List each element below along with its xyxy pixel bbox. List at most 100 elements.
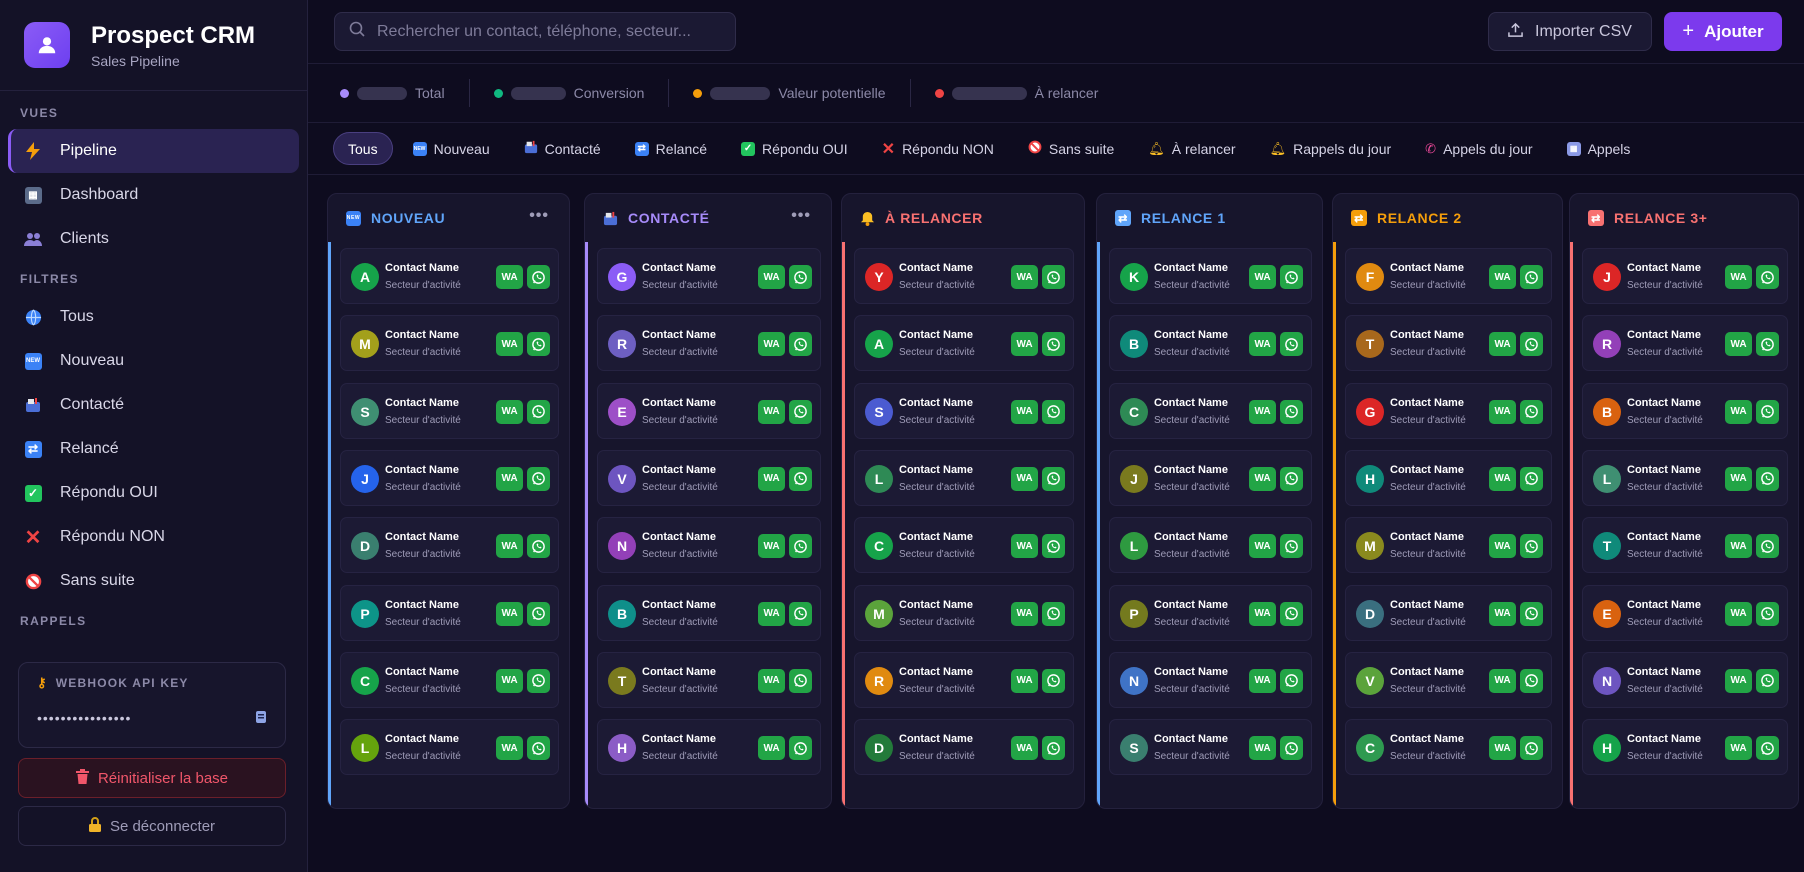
wa-button[interactable]: WA [1489, 668, 1516, 693]
wa-button[interactable]: WA [1249, 399, 1276, 424]
wa-button[interactable]: WA [496, 601, 523, 626]
contact-card[interactable]: L Contact Name Secteur d'activité WA [1582, 449, 1788, 506]
contact-card[interactable]: N Contact Name Secteur d'activité WA [1109, 651, 1312, 708]
wa-button[interactable]: WA [1725, 265, 1752, 289]
wa-button[interactable]: WA [1725, 534, 1752, 559]
contact-card[interactable]: E Contact Name Secteur d'activité WA [597, 382, 821, 439]
whatsapp-icon[interactable] [1280, 265, 1303, 289]
whatsapp-icon[interactable] [1280, 736, 1303, 761]
sidebar-item-relance[interactable]: ⇄ Relancé [8, 427, 299, 471]
sidebar-item-sans-suite[interactable]: Sans suite [8, 559, 299, 603]
wa-button[interactable]: WA [1725, 601, 1752, 626]
contact-card[interactable]: B Contact Name Secteur d'activité WA [1109, 315, 1312, 372]
whatsapp-icon[interactable] [527, 332, 550, 357]
whatsapp-icon[interactable] [789, 399, 812, 424]
contact-card[interactable]: C Contact Name Secteur d'activité WA [854, 517, 1074, 574]
contact-card[interactable]: S Contact Name Secteur d'activité WA [1109, 719, 1312, 776]
contact-card[interactable]: F Contact Name Secteur d'activité WA [1345, 248, 1552, 304]
whatsapp-icon[interactable] [1280, 601, 1303, 626]
whatsapp-icon[interactable] [1280, 466, 1303, 491]
filter-chip-contacte[interactable]: Contacté [510, 132, 615, 165]
whatsapp-icon[interactable] [1280, 332, 1303, 357]
contact-card[interactable]: A Contact Name Secteur d'activité WA [854, 315, 1074, 372]
wa-button[interactable]: WA [1011, 736, 1038, 761]
sidebar-item-tous[interactable]: Tous [8, 295, 299, 339]
whatsapp-icon[interactable] [1280, 534, 1303, 559]
wa-button[interactable]: WA [1489, 466, 1516, 491]
filter-chip-rappels-du-jour[interactable]: 🔔︎ Rappels du jour [1269, 140, 1392, 157]
whatsapp-icon[interactable] [527, 399, 550, 424]
contact-card[interactable]: C Contact Name Secteur d'activité WA [340, 651, 559, 708]
contact-card[interactable]: B Contact Name Secteur d'activité WA [597, 584, 821, 641]
contact-card[interactable]: L Contact Name Secteur d'activité WA [854, 449, 1074, 506]
sidebar-item-clients[interactable]: Clients [8, 217, 299, 261]
contact-card[interactable]: M Contact Name Secteur d'activité WA [854, 584, 1074, 641]
wa-button[interactable]: WA [1011, 466, 1038, 491]
contact-card[interactable]: R Contact Name Secteur d'activité WA [1582, 315, 1788, 372]
contact-card[interactable]: S Contact Name Secteur d'activité WA [854, 382, 1074, 439]
contact-card[interactable]: J Contact Name Secteur d'activité WA [1109, 449, 1312, 506]
contact-card[interactable]: L Contact Name Secteur d'activité WA [340, 719, 559, 776]
contact-card[interactable]: E Contact Name Secteur d'activité WA [1582, 584, 1788, 641]
contact-card[interactable]: V Contact Name Secteur d'activité WA [597, 449, 821, 506]
whatsapp-icon[interactable] [1520, 601, 1543, 626]
contact-card[interactable]: C Contact Name Secteur d'activité WA [1109, 382, 1312, 439]
wa-button[interactable]: WA [1725, 332, 1752, 357]
wa-button[interactable]: WA [1489, 265, 1516, 289]
logout-button[interactable]: Se déconnecter [18, 806, 286, 846]
wa-button[interactable]: WA [1011, 399, 1038, 424]
wa-button[interactable]: WA [758, 736, 785, 761]
whatsapp-icon[interactable] [1520, 466, 1543, 491]
wa-button[interactable]: WA [1011, 601, 1038, 626]
wa-button[interactable]: WA [1011, 265, 1038, 289]
wa-button[interactable]: WA [496, 265, 523, 289]
contact-card[interactable]: S Contact Name Secteur d'activité WA [340, 382, 559, 439]
wa-button[interactable]: WA [1489, 601, 1516, 626]
wa-button[interactable]: WA [1249, 466, 1276, 491]
whatsapp-icon[interactable] [1756, 534, 1779, 559]
search-input[interactable]: Rechercher un contact, téléphone, secteu… [334, 12, 736, 51]
wa-button[interactable]: WA [1489, 399, 1516, 424]
wa-button[interactable]: WA [1725, 399, 1752, 424]
whatsapp-icon[interactable] [527, 601, 550, 626]
copy-icon[interactable] [255, 709, 267, 726]
wa-button[interactable]: WA [496, 668, 523, 693]
contact-card[interactable]: M Contact Name Secteur d'activité WA [340, 315, 559, 372]
whatsapp-icon[interactable] [1756, 601, 1779, 626]
wa-button[interactable]: WA [1249, 265, 1276, 289]
whatsapp-icon[interactable] [1042, 332, 1065, 357]
contact-card[interactable]: Y Contact Name Secteur d'activité WA [854, 248, 1074, 304]
contact-card[interactable]: P Contact Name Secteur d'activité WA [1109, 584, 1312, 641]
filter-chip-relance[interactable]: ⇄ Relancé [621, 132, 721, 165]
whatsapp-icon[interactable] [789, 601, 812, 626]
whatsapp-icon[interactable] [527, 736, 550, 761]
whatsapp-icon[interactable] [789, 668, 812, 693]
contact-card[interactable]: A Contact Name Secteur d'activité WA [340, 248, 559, 304]
wa-button[interactable]: WA [1249, 601, 1276, 626]
whatsapp-icon[interactable] [1280, 668, 1303, 693]
wa-button[interactable]: WA [496, 399, 523, 424]
whatsapp-icon[interactable] [1042, 601, 1065, 626]
wa-button[interactable]: WA [758, 668, 785, 693]
contact-card[interactable]: N Contact Name Secteur d'activité WA [597, 517, 821, 574]
sidebar-item-repondu-oui[interactable]: ✓ Répondu OUI [8, 471, 299, 515]
wa-button[interactable]: WA [758, 601, 785, 626]
whatsapp-icon[interactable] [527, 265, 550, 289]
sidebar-item-repondu-non[interactable]: ✕ Répondu NON [8, 515, 299, 559]
wa-button[interactable]: WA [496, 332, 523, 357]
contact-card[interactable]: T Contact Name Secteur d'activité WA [1345, 315, 1552, 372]
whatsapp-icon[interactable] [789, 265, 812, 289]
whatsapp-icon[interactable] [1520, 668, 1543, 693]
whatsapp-icon[interactable] [527, 466, 550, 491]
contact-card[interactable]: D Contact Name Secteur d'activité WA [854, 719, 1074, 776]
sidebar-item-contacte[interactable]: Contacté [8, 383, 299, 427]
wa-button[interactable]: WA [758, 265, 785, 289]
wa-button[interactable]: WA [496, 466, 523, 491]
whatsapp-icon[interactable] [1756, 466, 1779, 491]
contact-card[interactable]: B Contact Name Secteur d'activité WA [1582, 382, 1788, 439]
contact-card[interactable]: H Contact Name Secteur d'activité WA [597, 719, 821, 776]
filter-chip-a-relancer[interactable]: 🔔︎ À relancer [1148, 140, 1236, 157]
wa-button[interactable]: WA [1725, 668, 1752, 693]
more-options-icon[interactable]: ••• [529, 207, 549, 224]
sidebar-item-dashboard[interactable]: ▦ Dashboard [8, 173, 299, 217]
